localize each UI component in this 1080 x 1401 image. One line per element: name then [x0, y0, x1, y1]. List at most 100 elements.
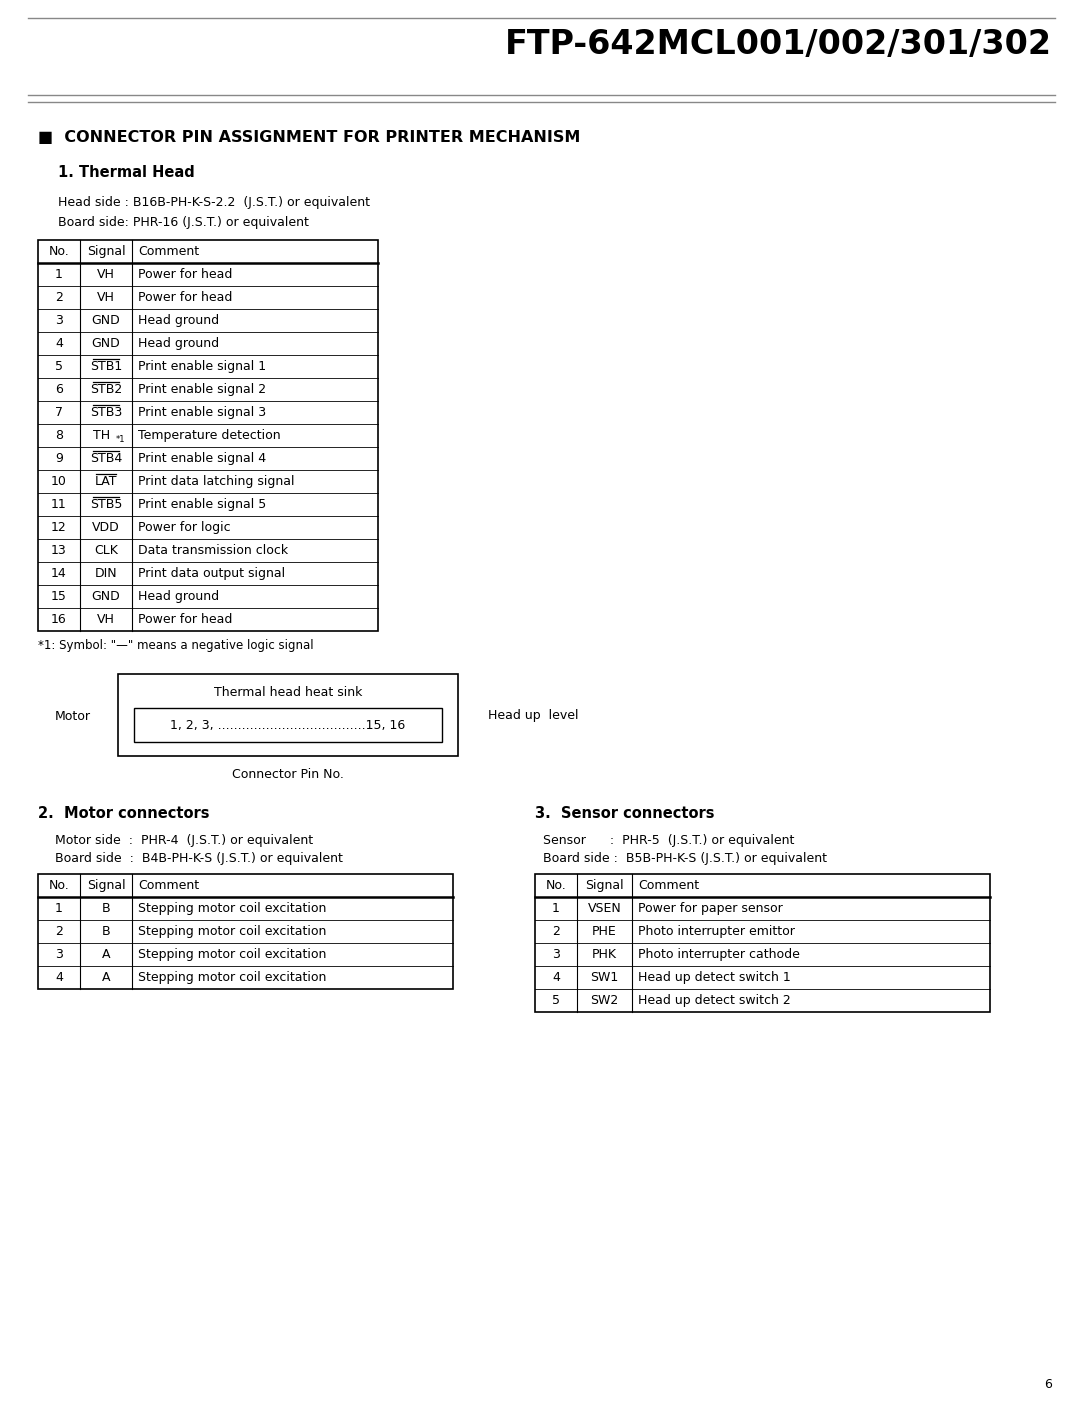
Text: 8: 8 — [55, 429, 63, 441]
Text: Signal: Signal — [86, 878, 125, 892]
Text: 16: 16 — [51, 614, 67, 626]
Bar — [535, 874, 990, 1012]
Text: Head up  level: Head up level — [488, 709, 579, 723]
Text: Power for head: Power for head — [138, 614, 232, 626]
Text: 7: 7 — [55, 406, 63, 419]
Text: SW2: SW2 — [591, 993, 619, 1007]
Text: 4: 4 — [55, 338, 63, 350]
Text: Print enable signal 3: Print enable signal 3 — [138, 406, 266, 419]
Text: Comment: Comment — [638, 878, 699, 892]
Text: VDD: VDD — [92, 521, 120, 534]
Text: 15: 15 — [51, 590, 67, 602]
Text: 9: 9 — [55, 453, 63, 465]
Text: VH: VH — [97, 614, 114, 626]
Text: Stepping motor coil excitation: Stepping motor coil excitation — [138, 902, 326, 915]
Text: 10: 10 — [51, 475, 67, 488]
Text: Photo interrupter emittor: Photo interrupter emittor — [638, 925, 795, 939]
Text: Board side :  B5B-PH-K-S (J.S.T.) or equivalent: Board side : B5B-PH-K-S (J.S.T.) or equi… — [543, 852, 827, 864]
Text: GND: GND — [92, 590, 120, 602]
Text: Board side: PHR-16 (J.S.T.) or equivalent: Board side: PHR-16 (J.S.T.) or equivalen… — [58, 216, 309, 228]
Text: 5: 5 — [55, 360, 63, 373]
Text: Print enable signal 2: Print enable signal 2 — [138, 382, 266, 396]
Text: A: A — [102, 948, 110, 961]
Text: Print data output signal: Print data output signal — [138, 567, 285, 580]
Text: *1: *1 — [116, 434, 125, 444]
Bar — [118, 674, 458, 757]
Text: 3: 3 — [552, 948, 559, 961]
Text: VSEN: VSEN — [588, 902, 621, 915]
Text: Signal: Signal — [585, 878, 624, 892]
Text: 1: 1 — [55, 902, 63, 915]
Text: STB3: STB3 — [90, 406, 122, 419]
Text: 11: 11 — [51, 497, 67, 511]
Text: VH: VH — [97, 268, 114, 282]
Text: VH: VH — [97, 291, 114, 304]
Text: Comment: Comment — [138, 245, 199, 258]
Text: 14: 14 — [51, 567, 67, 580]
Text: GND: GND — [92, 338, 120, 350]
Text: 5: 5 — [552, 993, 561, 1007]
Text: No.: No. — [545, 878, 566, 892]
Text: 12: 12 — [51, 521, 67, 534]
Text: DIN: DIN — [95, 567, 118, 580]
Text: Data transmission clock: Data transmission clock — [138, 544, 288, 558]
Text: Stepping motor coil excitation: Stepping motor coil excitation — [138, 925, 326, 939]
Text: Connector Pin No.: Connector Pin No. — [232, 768, 343, 780]
Text: STB4: STB4 — [90, 453, 122, 465]
Text: 13: 13 — [51, 544, 67, 558]
Text: LAT: LAT — [95, 475, 118, 488]
Text: 2: 2 — [55, 291, 63, 304]
Text: Board side  :  B4B-PH-K-S (J.S.T.) or equivalent: Board side : B4B-PH-K-S (J.S.T.) or equi… — [55, 852, 342, 864]
Text: 1: 1 — [552, 902, 559, 915]
Text: Power for head: Power for head — [138, 291, 232, 304]
Text: Head up detect switch 2: Head up detect switch 2 — [638, 993, 791, 1007]
Text: 4: 4 — [552, 971, 559, 984]
Text: Photo interrupter cathode: Photo interrupter cathode — [638, 948, 800, 961]
Text: 1: 1 — [55, 268, 63, 282]
Text: 2: 2 — [552, 925, 559, 939]
Text: Motor side  :  PHR-4  (J.S.T.) or equivalent: Motor side : PHR-4 (J.S.T.) or equivalen… — [55, 834, 313, 848]
Text: SW1: SW1 — [591, 971, 619, 984]
Text: Thermal head heat sink: Thermal head heat sink — [214, 685, 362, 699]
Text: ■  CONNECTOR PIN ASSIGNMENT FOR PRINTER MECHANISM: ■ CONNECTOR PIN ASSIGNMENT FOR PRINTER M… — [38, 130, 580, 144]
Text: STB2: STB2 — [90, 382, 122, 396]
Text: Sensor      :  PHR-5  (J.S.T.) or equivalent: Sensor : PHR-5 (J.S.T.) or equivalent — [543, 834, 795, 848]
Text: Print data latching signal: Print data latching signal — [138, 475, 295, 488]
Text: Head ground: Head ground — [138, 314, 219, 326]
Text: STB1: STB1 — [90, 360, 122, 373]
Text: Head up detect switch 1: Head up detect switch 1 — [638, 971, 791, 984]
Text: Signal: Signal — [86, 245, 125, 258]
Text: A: A — [102, 971, 110, 984]
Text: Print enable signal 4: Print enable signal 4 — [138, 453, 266, 465]
Text: 1. Thermal Head: 1. Thermal Head — [58, 165, 194, 179]
Text: Motor: Motor — [55, 709, 91, 723]
Text: Head side : B16B-PH-K-S-2.2  (J.S.T.) or equivalent: Head side : B16B-PH-K-S-2.2 (J.S.T.) or … — [58, 196, 370, 209]
Text: 3.  Sensor connectors: 3. Sensor connectors — [535, 806, 715, 821]
Text: No.: No. — [49, 245, 69, 258]
Text: B: B — [102, 925, 110, 939]
Text: PHE: PHE — [592, 925, 617, 939]
Text: Temperature detection: Temperature detection — [138, 429, 281, 441]
Text: Head ground: Head ground — [138, 590, 219, 602]
Text: Power for head: Power for head — [138, 268, 232, 282]
Text: 6: 6 — [1044, 1379, 1052, 1391]
Text: CLK: CLK — [94, 544, 118, 558]
Text: TH: TH — [94, 429, 110, 441]
Text: Stepping motor coil excitation: Stepping motor coil excitation — [138, 971, 326, 984]
Bar — [38, 874, 453, 989]
Text: GND: GND — [92, 314, 120, 326]
Text: 3: 3 — [55, 948, 63, 961]
Text: STB5: STB5 — [90, 497, 122, 511]
Text: 3: 3 — [55, 314, 63, 326]
Text: Power for logic: Power for logic — [138, 521, 231, 534]
Text: FTP-642MCL001/002/301/302: FTP-642MCL001/002/301/302 — [505, 28, 1052, 62]
Text: Print enable signal 5: Print enable signal 5 — [138, 497, 267, 511]
Text: Stepping motor coil excitation: Stepping motor coil excitation — [138, 948, 326, 961]
Bar — [38, 240, 378, 630]
Text: Head ground: Head ground — [138, 338, 219, 350]
Text: 4: 4 — [55, 971, 63, 984]
Text: *1: Symbol: "—" means a negative logic signal: *1: Symbol: "—" means a negative logic s… — [38, 639, 313, 651]
Text: No.: No. — [49, 878, 69, 892]
Text: 2.  Motor connectors: 2. Motor connectors — [38, 806, 210, 821]
Bar — [134, 708, 442, 743]
